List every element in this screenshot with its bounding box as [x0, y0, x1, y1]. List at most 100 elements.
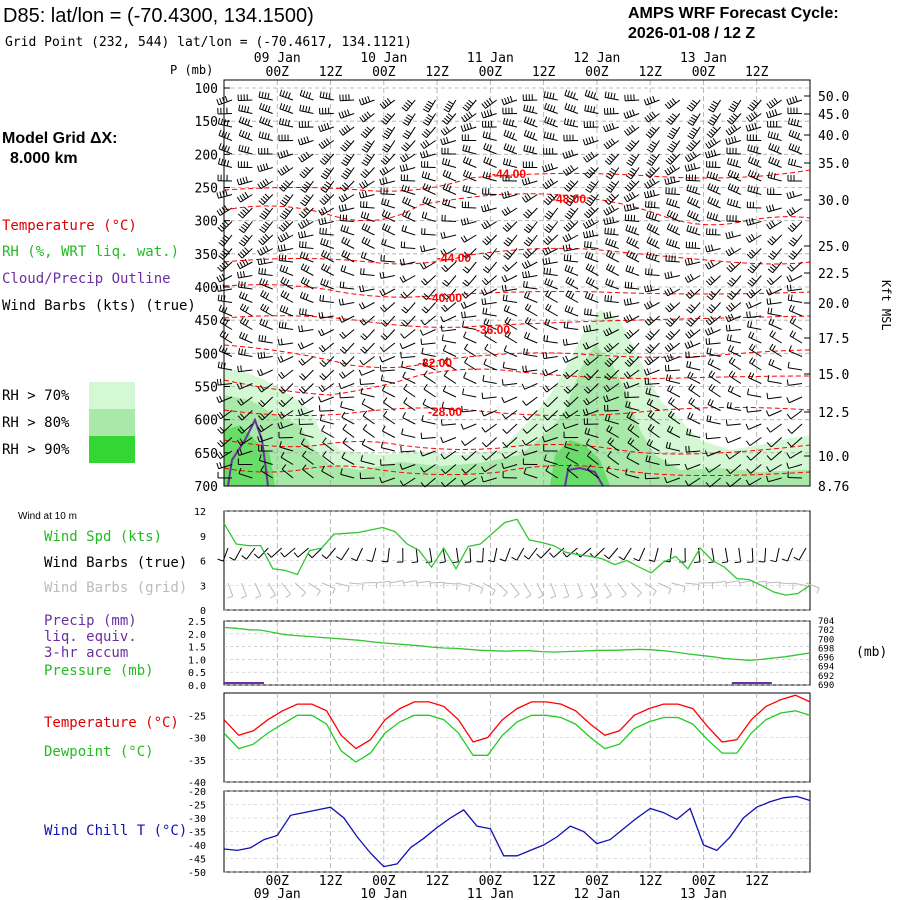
- wind-barb: [299, 104, 314, 114]
- wind-barb: [277, 355, 294, 363]
- wind-barb: [705, 432, 721, 440]
- rh80-label: RH > 80%: [2, 415, 70, 431]
- wind-barb: [484, 330, 497, 344]
- wind-barb-true: [425, 547, 433, 564]
- wind-barb: [626, 452, 640, 465]
- page-title: D85: lat/lon = (-70.4300, 134.1500): [3, 5, 314, 27]
- wind-barb: [322, 450, 335, 465]
- wind-barb: [258, 445, 273, 452]
- wind-barb: [320, 238, 334, 249]
- wind-barb: [584, 427, 599, 438]
- wind-barb: [339, 342, 355, 354]
- legend-rh: RH (%, WRT liq. wat.): [2, 244, 179, 260]
- y-tick-label: -20: [188, 787, 206, 798]
- wind-barb: [624, 281, 640, 290]
- upper-gridlines: [224, 80, 810, 487]
- wind-barb: [684, 477, 701, 487]
- wind-barb: [297, 230, 314, 239]
- wind-barb: [481, 298, 497, 306]
- wind-barb: [769, 330, 782, 344]
- wind-barb: [584, 291, 599, 303]
- rh90-swatch: [89, 436, 135, 463]
- wind-barb: [360, 167, 375, 179]
- wind-barb: [787, 107, 803, 115]
- wind-barb: [584, 240, 599, 249]
- wind-barb: [259, 318, 273, 330]
- wind-barb: [668, 397, 681, 411]
- wind-barb: [441, 214, 456, 222]
- wind-barb: [665, 302, 681, 313]
- wind-barb: [686, 139, 701, 152]
- wind-barb-true: [648, 547, 659, 563]
- wind-barb: [359, 378, 375, 386]
- legend-cloud: Cloud/Precip Outline: [2, 271, 171, 287]
- wind-barb: [298, 396, 314, 406]
- legend-dewpoint: Dewpoint (°C): [44, 744, 154, 760]
- wind-barb: [278, 180, 294, 192]
- wind-barb: [257, 178, 273, 190]
- bottom-time-axis: 00Z 12Z 00Z 12Z 00Z 12Z 00Z 12Z 00Z 12Z 09 Jan 10 J…: [254, 874, 769, 900]
- wind-barb: [462, 156, 477, 168]
- wind-barb: [708, 383, 721, 398]
- wind-barb: [685, 315, 701, 327]
- wind-barb: [482, 188, 497, 195]
- temp-label-7: -28.00: [428, 405, 462, 419]
- wind-barb: [767, 188, 782, 195]
- pressure-tick-label: 698: [818, 644, 834, 654]
- wind-barb: [585, 263, 599, 276]
- wind-barb: [564, 264, 579, 276]
- wind-barb: [766, 220, 782, 230]
- wind-barb-grid: [483, 582, 496, 596]
- wind-barb: [645, 455, 660, 465]
- wind-barb: [299, 251, 314, 263]
- wind-barb: [665, 187, 680, 195]
- wind-barb: [727, 183, 742, 195]
- wind-barb: [420, 338, 436, 346]
- wind-barb: [766, 464, 782, 473]
- wind-barb: [239, 303, 253, 317]
- wind-barb: [358, 302, 375, 310]
- wind-barb: [379, 476, 396, 484]
- wind-barb: [399, 463, 416, 470]
- wind-barb: [359, 315, 375, 326]
- wind-barb: [381, 140, 396, 153]
- wind-barb: [664, 176, 680, 185]
- wind-barb: [460, 217, 477, 226]
- wind-barb: [687, 412, 701, 425]
- height-axis-label: Kft MSL: [879, 280, 893, 331]
- wind-barb: [727, 169, 742, 182]
- wind-barb: [585, 438, 599, 452]
- wind-barb: [707, 113, 721, 126]
- wind-barb: [523, 331, 538, 344]
- wind-barb: [789, 316, 803, 330]
- wind-barb: [340, 167, 355, 180]
- wind-barb: [238, 116, 253, 128]
- wind-barb-grid: [563, 582, 570, 599]
- wind-barb: [522, 423, 538, 434]
- wind-barb: [645, 200, 660, 209]
- wind-barb: [338, 203, 355, 212]
- temp-label-5: -36.00: [476, 323, 510, 337]
- wind-barb-grid: [576, 582, 583, 599]
- wind-barb: [238, 129, 253, 141]
- wind-barb: [688, 397, 701, 411]
- wind-barb: [705, 464, 721, 473]
- wind-barb: [666, 113, 681, 125]
- wind-barb: [604, 294, 619, 303]
- wind-barb: [341, 411, 355, 425]
- wind-barb: [441, 401, 457, 411]
- wind-barb: [318, 342, 335, 353]
- wind-barb: [665, 329, 681, 341]
- wind-barb: [645, 126, 660, 139]
- wind-barb: [625, 167, 640, 180]
- y-tick-label: -40: [188, 841, 206, 852]
- wind-barb: [441, 464, 457, 475]
- wind-barb: [340, 468, 355, 479]
- wind-barb: [278, 254, 294, 263]
- wind-barb-true: [253, 547, 269, 559]
- wind-barb: [687, 196, 701, 209]
- wind-barb: [341, 250, 355, 263]
- wind-barb: [481, 450, 497, 461]
- wind-barb: [522, 94, 538, 101]
- wind-barb: [462, 144, 477, 155]
